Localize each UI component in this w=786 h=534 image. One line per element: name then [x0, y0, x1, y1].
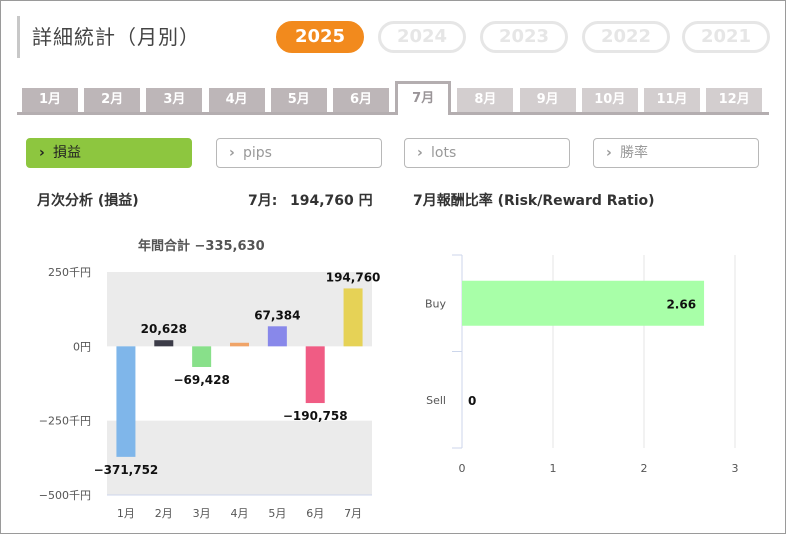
- tab-month-9[interactable]: 9月: [519, 88, 576, 112]
- data-label: −371,752: [94, 463, 159, 477]
- data-label: −69,428: [173, 373, 229, 387]
- bar-1月[interactable]: [116, 346, 136, 457]
- year-2025-button[interactable]: 2025: [276, 21, 364, 53]
- y-tick-label: 0円: [73, 340, 91, 353]
- data-label: 20,628: [141, 322, 187, 336]
- tab-month-11[interactable]: 11月: [644, 88, 700, 112]
- tab-month-4[interactable]: 4月: [208, 88, 265, 112]
- bar-6月[interactable]: [305, 346, 325, 404]
- chevron-right-icon: ›: [606, 145, 612, 161]
- metric-label: 損益: [53, 145, 81, 161]
- risk-reward-chart: 0 1 2 3 Buy 2.66 Sell 0: [425, 254, 739, 475]
- x-tick-label: 4月: [231, 507, 249, 520]
- tab-month-2[interactable]: 2月: [84, 88, 141, 112]
- data-label: 0: [468, 394, 476, 408]
- metric-3-button[interactable]: › 勝率: [593, 138, 759, 168]
- metric-label: 勝率: [620, 145, 648, 161]
- year-2023-button[interactable]: 2023: [480, 21, 568, 53]
- metric-1-button[interactable]: › pips: [216, 138, 382, 168]
- chevron-right-icon: ›: [417, 145, 423, 161]
- bar-5月[interactable]: [267, 326, 287, 347]
- bar-7月[interactable]: [343, 288, 363, 347]
- monthly-analysis-heading: 月次分析 (損益): [37, 193, 139, 209]
- tab-month-7[interactable]: 7月: [395, 81, 452, 115]
- y-tick-label: Sell: [426, 394, 446, 407]
- y-tick-label: −250千円: [39, 415, 91, 428]
- current-month-value: 194,760 円: [290, 193, 373, 209]
- x-tick-label: 6月: [306, 507, 324, 520]
- x-tick-label: 7月: [344, 507, 362, 520]
- year-2022-button[interactable]: 2022: [582, 21, 670, 53]
- bar-4月[interactable]: [230, 342, 249, 347]
- metric-2-button[interactable]: › lots: [404, 138, 570, 168]
- metric-label: lots: [431, 145, 457, 161]
- chevron-right-icon: ›: [229, 145, 235, 161]
- bar-3月[interactable]: [192, 346, 212, 367]
- metric-label: pips: [243, 145, 272, 161]
- tab-month-5[interactable]: 5月: [270, 88, 327, 112]
- plot-band-negative: [107, 420, 372, 495]
- y-tick-label: Buy: [425, 297, 447, 310]
- data-label: 2.66: [666, 297, 696, 311]
- month-tabs-baseline: [17, 112, 769, 115]
- annual-total: 年間合計 −335,630: [138, 239, 265, 254]
- data-label: −190,758: [283, 409, 348, 423]
- x-tick-label: 3月: [193, 507, 211, 520]
- y-tick-label: 250千円: [48, 266, 91, 279]
- y-tick-label: −500千円: [39, 489, 91, 502]
- metric-0-button[interactable]: › 損益: [26, 138, 192, 168]
- tab-month-3[interactable]: 3月: [146, 88, 203, 112]
- tab-month-1[interactable]: 1月: [22, 88, 78, 112]
- x-tick-label: 2月: [155, 507, 173, 520]
- data-label: 194,760: [326, 270, 381, 284]
- bar-2月[interactable]: [154, 340, 174, 347]
- year-2021-button[interactable]: 2021: [682, 21, 770, 53]
- tab-month-6[interactable]: 6月: [333, 88, 389, 112]
- plot-band-positive: [107, 272, 372, 347]
- monthly-pl-chart: 250千円 0円 −250千円 −500千円−371,752 1月 20,628 2月 −69…: [39, 266, 381, 520]
- x-tick-label: 5月: [268, 507, 286, 520]
- tab-month-8[interactable]: 8月: [457, 88, 514, 112]
- x-tick-label: 3: [732, 462, 739, 475]
- year-2024-button[interactable]: 2024: [378, 21, 466, 53]
- x-tick-label: 0: [459, 462, 466, 475]
- bar-Buy[interactable]: [462, 280, 705, 326]
- tab-month-12[interactable]: 12月: [706, 88, 763, 112]
- tab-month-10[interactable]: 10月: [581, 88, 638, 112]
- current-month-label: 7月:: [248, 193, 278, 209]
- x-tick-label: 1: [550, 462, 557, 475]
- x-tick-label: 1月: [117, 507, 135, 520]
- page-title: 詳細統計（月別）: [17, 16, 200, 58]
- chevron-right-icon: ›: [39, 145, 45, 161]
- x-tick-label: 2: [641, 462, 648, 475]
- data-label: 67,384: [254, 308, 300, 322]
- rr-ratio-heading: 7月報酬比率 (Risk/Reward Ratio): [413, 193, 655, 209]
